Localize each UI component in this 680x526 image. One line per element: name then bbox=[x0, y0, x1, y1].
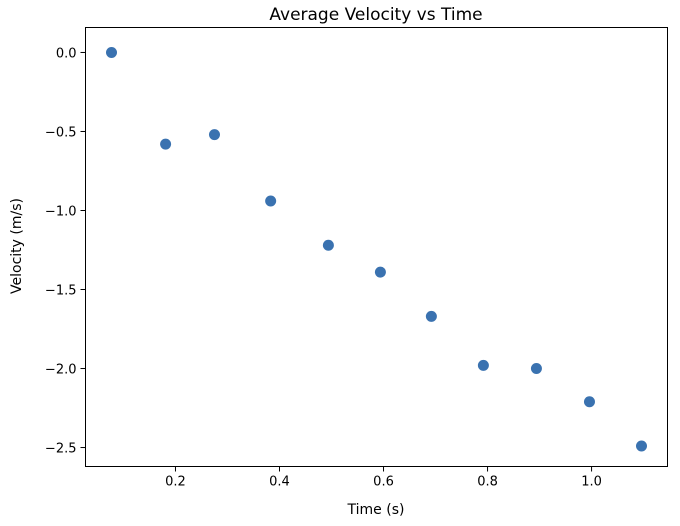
data-point bbox=[477, 359, 489, 371]
y-tick-label: −0.5 bbox=[45, 125, 77, 140]
x-tick-label: 0.2 bbox=[165, 475, 186, 490]
data-point bbox=[635, 440, 647, 452]
x-tick-label: 1.0 bbox=[581, 475, 602, 490]
data-point bbox=[530, 363, 542, 375]
y-tick-label: −2.0 bbox=[45, 363, 77, 378]
data-point bbox=[583, 396, 595, 408]
y-tick-label: −1.5 bbox=[45, 284, 77, 299]
data-point bbox=[322, 239, 334, 251]
x-tick-label: 0.8 bbox=[477, 475, 498, 490]
y-tick-label: 0.0 bbox=[56, 46, 77, 61]
y-tick-label: −2.5 bbox=[45, 442, 77, 457]
data-point bbox=[425, 310, 437, 322]
data-point bbox=[160, 138, 172, 150]
x-tick-label: 0.6 bbox=[373, 475, 394, 490]
data-point bbox=[374, 266, 386, 278]
data-point bbox=[265, 195, 277, 207]
x-axis-label: Time (s) bbox=[347, 502, 405, 518]
plot-frame bbox=[85, 27, 668, 467]
chart-title: Average Velocity vs Time bbox=[269, 5, 482, 25]
x-tick-label: 0.4 bbox=[269, 475, 290, 490]
data-point bbox=[208, 129, 220, 141]
y-tick-label: −1.0 bbox=[45, 204, 77, 219]
data-point bbox=[106, 46, 118, 58]
y-axis-label: Velocity (m/s) bbox=[9, 198, 25, 294]
